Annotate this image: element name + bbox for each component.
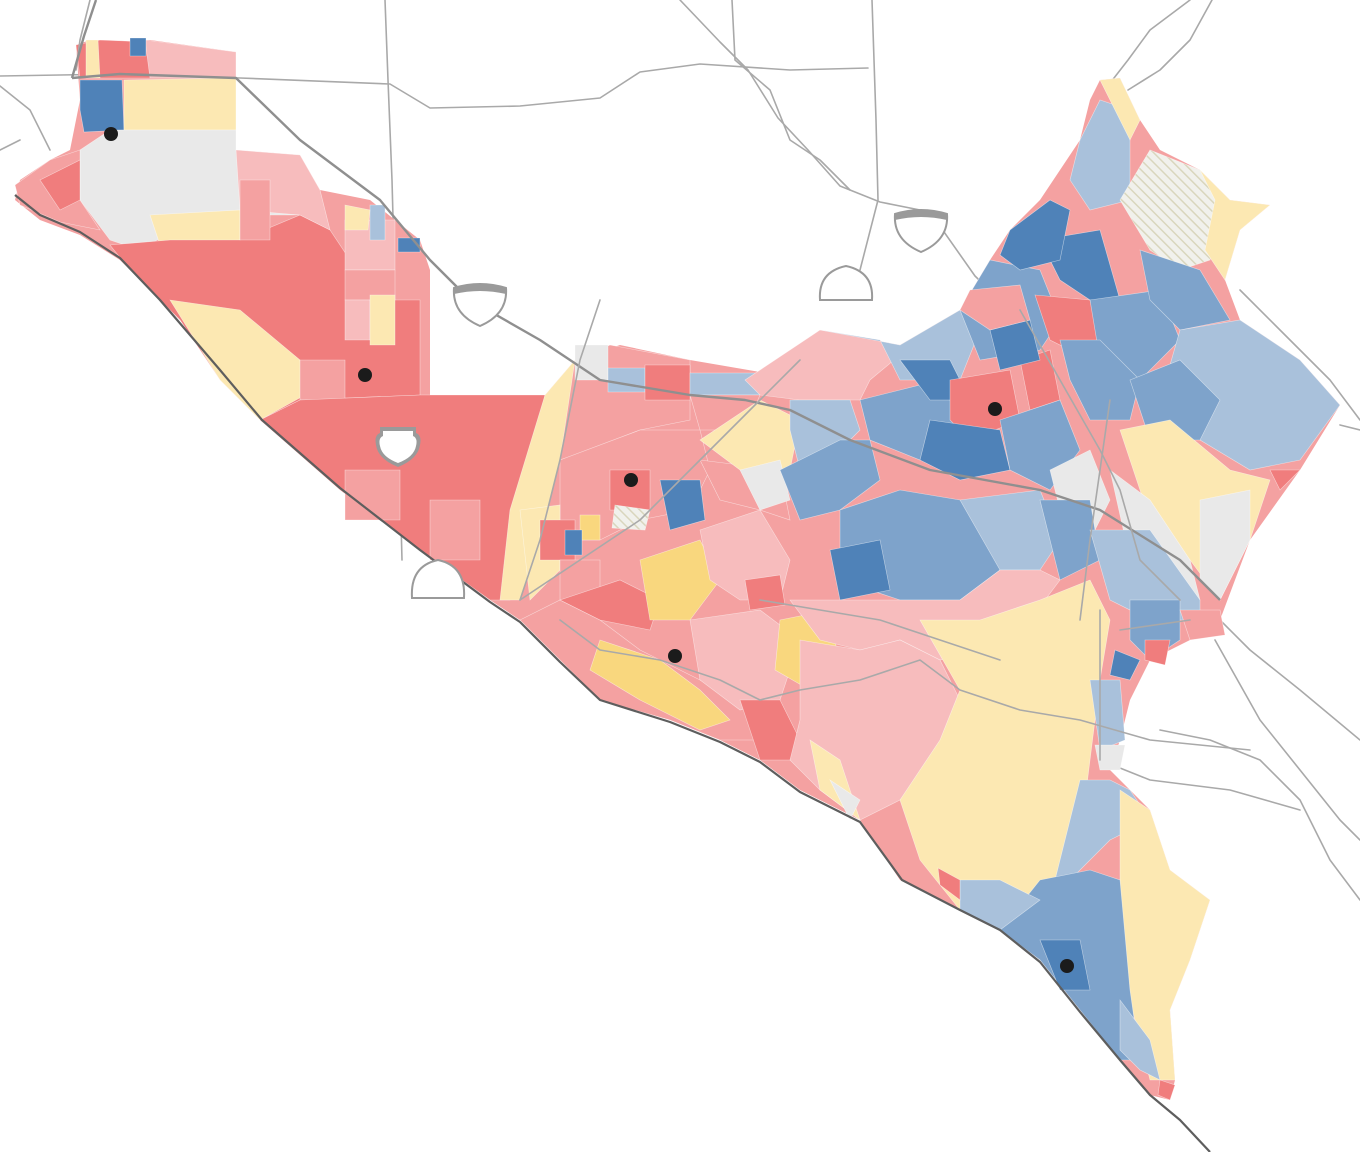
city-marker — [988, 402, 1002, 416]
road-network — [0, 0, 1360, 901]
interstate-shield-icon — [893, 209, 949, 254]
city-marker — [668, 649, 682, 663]
interstate-shield-icon — [452, 283, 508, 328]
city-marker — [624, 473, 638, 487]
city-marker — [358, 368, 372, 382]
city-marker — [104, 127, 118, 141]
interstate-shield-icon — [818, 264, 874, 301]
us-route-shield-icon — [375, 427, 421, 467]
road-network-overlay — [70, 0, 1251, 761]
city-markers — [104, 127, 1074, 973]
state-route-shield-icon — [410, 558, 466, 599]
city-marker — [1060, 959, 1074, 973]
coastline — [14, 194, 1211, 1152]
precinct-layer — [14, 37, 1341, 1101]
